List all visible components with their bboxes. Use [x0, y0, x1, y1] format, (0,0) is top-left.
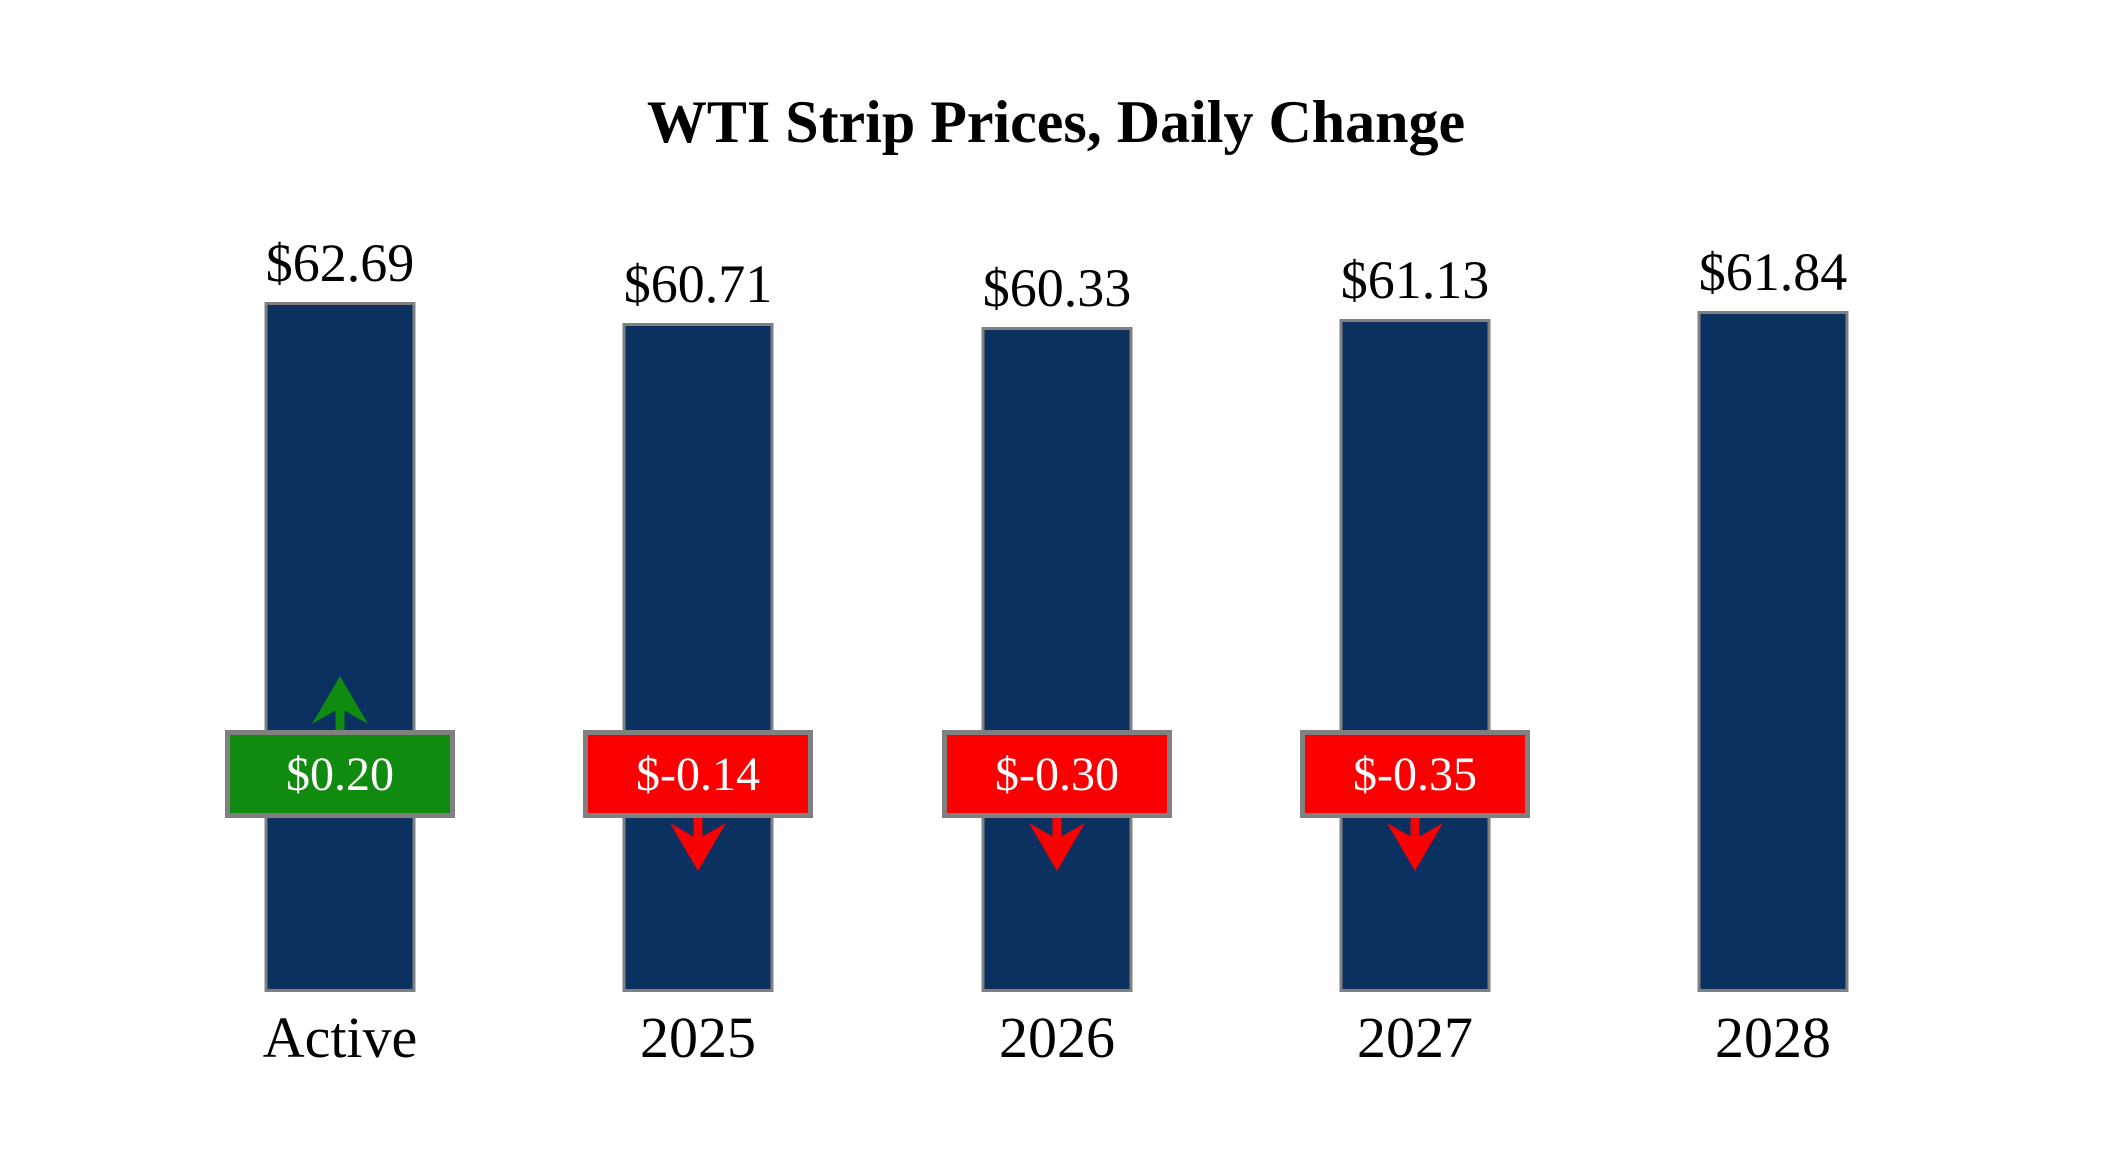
down-arrow-icon [1029, 817, 1085, 871]
chart-title: WTI Strip Prices, Daily Change [646, 89, 1466, 155]
change-badge: $-0.30 [942, 730, 1172, 818]
price-label: $60.71 [623, 254, 773, 314]
change-value: $-0.14 [636, 747, 760, 801]
price-bar [622, 323, 774, 992]
bar-column-2028: $61.84 2028 [1594, 0, 1952, 1152]
change-value: $-0.35 [1353, 747, 1477, 801]
change-value: $-0.30 [995, 747, 1119, 801]
category-label: 2027 [1357, 1005, 1473, 1070]
price-label: $61.84 [1698, 242, 1848, 302]
down-arrow-icon [670, 817, 726, 871]
down-arrow-icon [1387, 817, 1443, 871]
bar-column-2027: $61.13 $-0.35 2027 [1236, 0, 1594, 1152]
change-value: $0.20 [286, 747, 394, 801]
up-arrow-icon [312, 676, 368, 730]
category-label: 2028 [1715, 1005, 1831, 1070]
price-bar [1697, 311, 1849, 992]
change-badge: $-0.35 [1300, 730, 1530, 818]
bar-column-2025: $60.71 $-0.14 2025 [519, 0, 877, 1152]
price-bar [981, 327, 1133, 992]
price-label: $61.13 [1340, 250, 1490, 310]
bar-column-2026: $60.33 $-0.30 2026 [878, 0, 1236, 1152]
category-label: 2025 [640, 1005, 756, 1070]
change-badge: $-0.14 [583, 730, 813, 818]
change-badge: $0.20 [225, 730, 455, 818]
price-label: $62.69 [265, 233, 415, 293]
category-label: 2026 [999, 1005, 1115, 1070]
price-label: $60.33 [982, 258, 1132, 318]
category-label: Active [262, 1005, 418, 1070]
bar-column-active: $62.69 $0.20 Active [161, 0, 519, 1152]
price-bar [264, 302, 416, 992]
price-bar [1339, 319, 1491, 992]
